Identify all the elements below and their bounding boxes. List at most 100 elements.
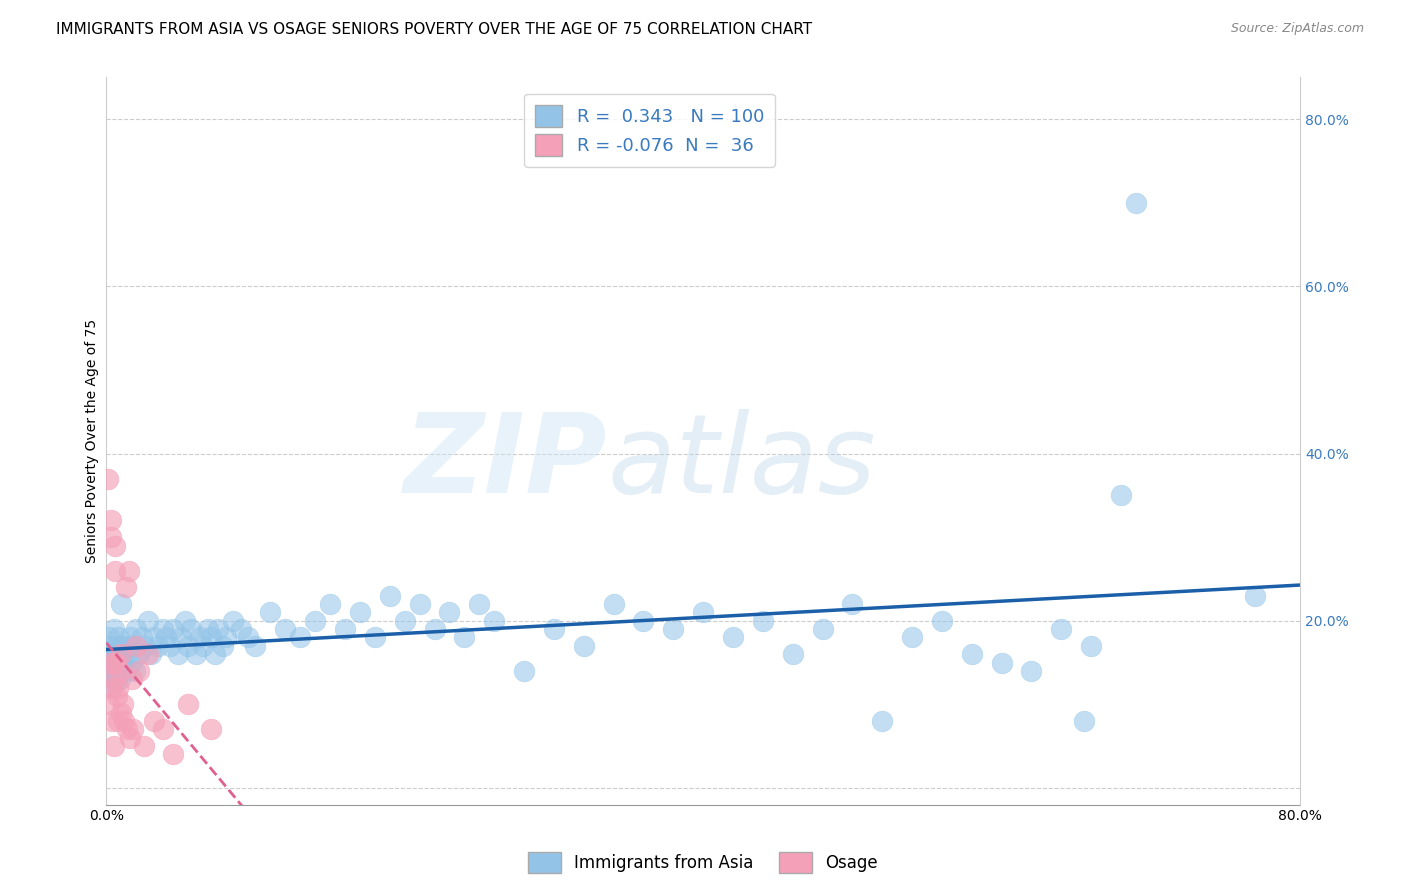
Point [236, 631, 259, 645]
Point [136, 614, 159, 628]
Point [602, 597, 624, 611]
Point [423, 622, 446, 636]
Point [124, 664, 146, 678]
Point [103, 739, 125, 753]
Point [177, 639, 200, 653]
Point [162, 747, 184, 762]
Point [125, 639, 148, 653]
Point [104, 639, 127, 653]
Point [107, 631, 129, 645]
Point [484, 614, 506, 628]
Point [177, 698, 200, 712]
Point [105, 656, 128, 670]
Point [115, 723, 138, 737]
Point [103, 656, 125, 670]
Point [136, 647, 159, 661]
Point [349, 606, 371, 620]
Point [841, 597, 863, 611]
Point [121, 672, 143, 686]
Point [222, 614, 245, 628]
Point [98, 656, 121, 670]
Point [98, 631, 121, 645]
Point [721, 631, 744, 645]
Point [108, 664, 131, 678]
Text: atlas: atlas [607, 409, 876, 516]
Point [184, 647, 207, 661]
Point [110, 639, 132, 653]
Point [132, 739, 155, 753]
Text: ZIP: ZIP [404, 409, 607, 516]
Point [117, 564, 139, 578]
Point [662, 622, 685, 636]
Point [103, 647, 125, 661]
Point [1125, 195, 1147, 210]
Point [180, 622, 202, 636]
Point [990, 656, 1012, 670]
Point [174, 614, 197, 628]
Point [115, 664, 138, 678]
Point [114, 639, 136, 653]
Point [752, 614, 775, 628]
Point [110, 597, 132, 611]
Point [143, 714, 166, 728]
Point [1244, 589, 1267, 603]
Point [143, 631, 166, 645]
Point [128, 647, 150, 661]
Point [811, 622, 834, 636]
Point [188, 631, 211, 645]
Point [170, 631, 193, 645]
Point [120, 631, 142, 645]
Point [101, 714, 124, 728]
Point [97, 472, 120, 486]
Point [117, 647, 139, 661]
Point [134, 639, 156, 653]
Point [197, 622, 219, 636]
Point [782, 647, 804, 661]
Point [513, 664, 536, 678]
Point [103, 672, 125, 686]
Point [108, 672, 131, 686]
Point [304, 614, 326, 628]
Point [468, 597, 491, 611]
Point [105, 672, 128, 686]
Point [128, 664, 150, 678]
Point [901, 631, 924, 645]
Point [152, 723, 174, 737]
Legend: Immigrants from Asia, Osage: Immigrants from Asia, Osage [522, 846, 884, 880]
Point [107, 664, 129, 678]
Point [111, 698, 134, 712]
Point [333, 622, 356, 636]
Point [259, 606, 281, 620]
Point [159, 639, 181, 653]
Point [572, 639, 595, 653]
Point [167, 647, 190, 661]
Point [131, 631, 153, 645]
Point [107, 714, 129, 728]
Point [633, 614, 655, 628]
Point [100, 513, 122, 527]
Point [114, 580, 136, 594]
Point [105, 647, 128, 661]
Point [110, 647, 132, 661]
Point [394, 614, 416, 628]
Point [408, 597, 430, 611]
Point [1050, 622, 1073, 636]
Point [319, 597, 342, 611]
Point [100, 672, 122, 686]
Point [155, 631, 177, 645]
Point [98, 698, 121, 712]
Point [107, 681, 129, 695]
Point [162, 622, 184, 636]
Point [125, 622, 148, 636]
Point [214, 631, 236, 645]
Point [110, 706, 132, 720]
Point [543, 622, 565, 636]
Point [378, 589, 401, 603]
Point [148, 639, 170, 653]
Text: Source: ZipAtlas.com: Source: ZipAtlas.com [1230, 22, 1364, 36]
Point [931, 614, 953, 628]
Point [1080, 639, 1102, 653]
Point [120, 731, 142, 745]
Point [104, 656, 127, 670]
Point [274, 622, 297, 636]
